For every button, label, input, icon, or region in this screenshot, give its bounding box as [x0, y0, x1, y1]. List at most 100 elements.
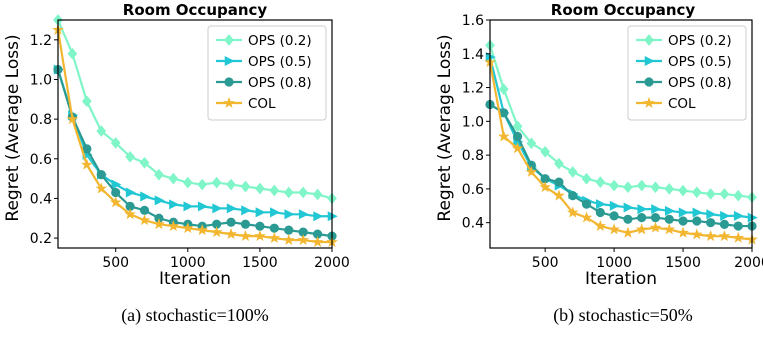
data-point [124, 208, 136, 220]
data-point [623, 181, 633, 194]
data-point [96, 170, 106, 180]
data-point [313, 211, 324, 222]
data-point [269, 223, 279, 233]
data-point [540, 145, 551, 158]
data-point [609, 179, 619, 192]
data-point [311, 235, 324, 247]
data-point [623, 214, 633, 224]
data-point [719, 188, 730, 200]
data-point [554, 157, 564, 170]
data-point [240, 180, 251, 193]
y-tick-label: 1.0 [30, 72, 52, 88]
x-tick-label: 2000 [314, 255, 350, 271]
chart-a: 500 1000 1500 2000 0.2 0.4 0.6 0.8 1.0 1.2 Room Oc… [3, 1, 350, 326]
x-tick-label: 1000 [170, 255, 206, 271]
legend-marker [224, 34, 234, 46]
figure-caption: (a) stochastic=100% [121, 305, 269, 326]
data-point [664, 183, 675, 195]
data-point [255, 221, 265, 231]
data-point [138, 214, 151, 226]
data-point [225, 228, 237, 240]
data-point [733, 210, 744, 221]
data-point [594, 219, 607, 231]
data-point [210, 226, 223, 238]
legend-marker [223, 96, 235, 108]
data-point [81, 158, 93, 170]
data-point [197, 178, 208, 191]
y-tick-label: 1.0 [462, 114, 484, 130]
data-point [196, 224, 209, 236]
data-point [664, 214, 674, 224]
legend-label: OPS (0.8) [248, 75, 312, 91]
chart-title: Room Occupancy [551, 1, 696, 19]
data-point [240, 219, 251, 229]
data-point [125, 187, 136, 198]
plot-area [484, 39, 758, 245]
y-tick-label: 0.6 [30, 152, 52, 168]
data-point [706, 209, 717, 220]
legend-marker [644, 34, 654, 46]
data-point [596, 199, 607, 210]
legend-marker [643, 96, 655, 108]
data-point [553, 189, 565, 201]
legend-marker [644, 77, 654, 87]
data-point [284, 225, 294, 235]
data-point [691, 186, 702, 199]
chart-b: 500 1000 1500 2000 0.4 0.6 0.8 1.0 1.2 1.4 1.6 Room… [435, 1, 763, 326]
data-point [554, 177, 564, 187]
data-point [226, 178, 236, 191]
data-point [637, 204, 648, 215]
series-ops-0-8 [53, 64, 337, 241]
chart-title: Room Occupancy [123, 1, 268, 19]
data-point [718, 230, 731, 242]
data-point [663, 223, 676, 235]
data-point [239, 230, 252, 242]
data-point [241, 205, 252, 216]
legend-box [627, 25, 747, 121]
data-point [732, 231, 745, 243]
legend-marker [644, 55, 655, 67]
series-ops-0-8 [485, 99, 757, 231]
data-point [581, 199, 592, 209]
y-tick-label: 0.4 [30, 191, 52, 207]
data-point [692, 216, 702, 226]
data-point [81, 95, 92, 108]
data-point [125, 150, 135, 163]
data-point [96, 125, 107, 137]
legend-label: OPS (0.8) [668, 75, 732, 91]
data-point [650, 181, 661, 194]
legend: OPS (0.2) OPS (0.5) OPS (0.8) COL [627, 25, 747, 121]
y-tick-label: 0.6 [462, 182, 484, 198]
data-point [637, 213, 647, 223]
y-axis-label: Regret (Average Loss) [435, 34, 455, 221]
legend-label: OPS (0.2) [668, 33, 732, 49]
data-point [226, 203, 237, 214]
data-point [182, 176, 193, 189]
data-point [181, 222, 194, 234]
series-col [484, 56, 758, 245]
data-point [498, 83, 509, 96]
data-point [539, 181, 551, 193]
data-point [733, 221, 743, 231]
data-point [651, 204, 662, 215]
data-point [580, 211, 593, 223]
data-point [109, 196, 122, 208]
legend-label: OPS (0.5) [248, 54, 312, 70]
data-point [677, 226, 689, 238]
legend-marker [224, 55, 235, 67]
data-point [153, 218, 165, 230]
x-tick-label: 2000 [734, 255, 763, 271]
data-point [254, 230, 266, 242]
legend-label: OPS (0.5) [668, 54, 732, 70]
data-point [678, 216, 688, 226]
x-tick-label: 1500 [665, 255, 701, 271]
data-point [650, 213, 661, 223]
y-tick-label: 0.8 [30, 112, 52, 128]
y-tick-label: 1.2 [462, 81, 484, 97]
legend-entry-ops-0-8: OPS (0.8) [636, 75, 732, 91]
data-point [566, 206, 579, 218]
plot-frame [57, 19, 333, 249]
legend-label: OPS (0.2) [248, 33, 312, 49]
data-point [211, 176, 222, 189]
